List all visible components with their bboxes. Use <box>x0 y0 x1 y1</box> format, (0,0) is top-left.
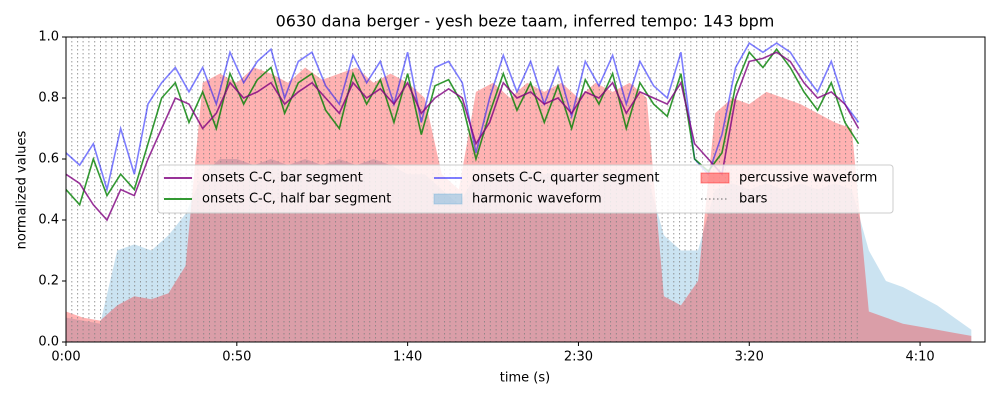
x-axis-label: time (s) <box>500 371 550 386</box>
x-tick-label: 1:40 <box>393 350 422 365</box>
legend-label: onsets C-C, half bar segment <box>202 192 391 207</box>
y-tick-label: 0.6 <box>38 152 59 167</box>
chart-title: 0630 dana berger - yesh beze taam, infer… <box>276 12 775 31</box>
line <box>66 47 860 207</box>
y-tick-label: 0.0 <box>38 335 59 350</box>
legend: onsets C-C, bar segment onsets C-C, half … <box>157 164 894 214</box>
x-tick-label: 2:30 <box>564 350 593 365</box>
legend-label: onsets C-C, bar segment <box>202 171 363 186</box>
y-axis-label: normalized values <box>15 130 30 249</box>
legend-swatch <box>433 193 463 205</box>
legend-label: percussive waveform <box>739 171 877 186</box>
legend-label: bars <box>739 192 768 207</box>
y-tick-label: 0.8 <box>38 91 59 106</box>
line <box>66 51 860 222</box>
legend-swatch <box>700 172 730 184</box>
x-tick-label: 3:20 <box>735 350 764 365</box>
legend-label: onsets C-C, quarter segment <box>472 171 659 186</box>
legend-label: harmonic waveform <box>472 192 602 207</box>
line <box>66 41 860 193</box>
x-tick-label: 4:10 <box>905 350 934 365</box>
plot-frame <box>65 36 986 343</box>
y-tick-label: 0.4 <box>38 213 59 228</box>
y-tick-label: 1.0 <box>38 30 59 45</box>
y-tick-label: 0.2 <box>38 274 59 289</box>
x-tick-label: 0:00 <box>51 350 80 365</box>
legend-box <box>157 164 894 214</box>
x-tick-label: 0:50 <box>222 350 251 365</box>
